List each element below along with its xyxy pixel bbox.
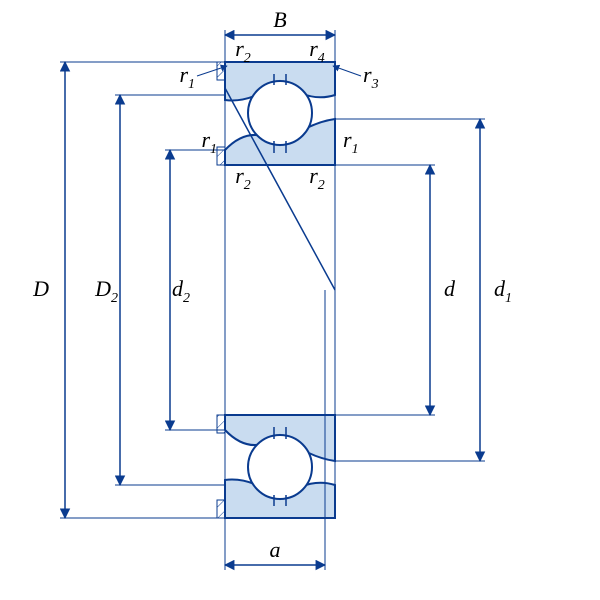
ball-bottom: [248, 435, 312, 499]
label-r2: r2: [309, 163, 325, 193]
label-d1: d1: [494, 276, 512, 306]
label-r1: r1: [201, 127, 217, 157]
label-d2: d2: [172, 276, 190, 306]
ball-top: [248, 81, 312, 145]
label-D: D: [32, 276, 49, 301]
label-r3: r3: [363, 62, 379, 92]
bearing-diagram: BDD2d2dd1ar1r2r4r3r1r2r1r2: [0, 0, 600, 600]
label-r2: r2: [235, 163, 251, 193]
label-B: B: [273, 7, 286, 32]
label-d: d: [444, 276, 456, 301]
label-r1: r1: [343, 127, 359, 157]
label-D2: D2: [94, 276, 118, 306]
label-r1: r1: [179, 62, 195, 92]
label-a: a: [270, 537, 281, 562]
